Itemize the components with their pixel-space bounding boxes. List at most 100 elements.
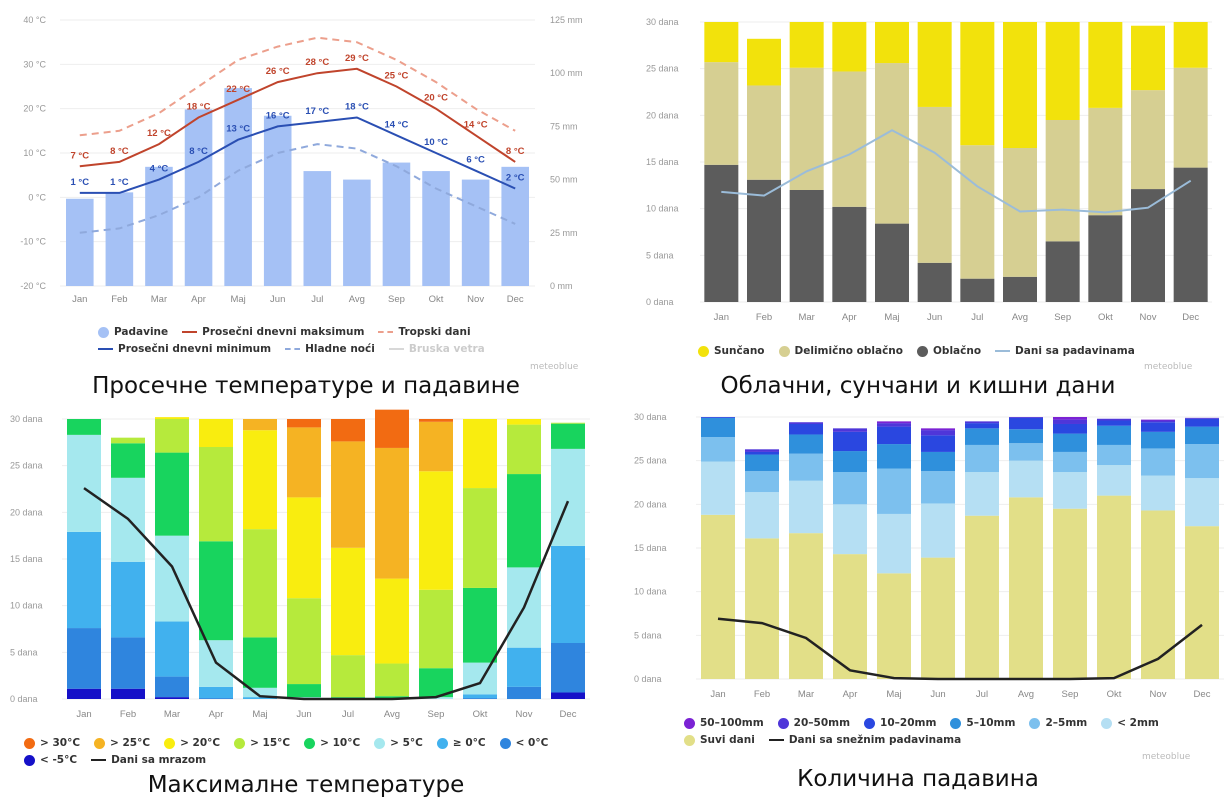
legend-item-0-c[interactable]: ≥ 0°C (436, 735, 486, 752)
min-temp-label: 1 °C (70, 177, 89, 188)
legend-label: Oblačno (933, 345, 982, 357)
legend-swatch (164, 737, 176, 749)
legend-item-2mm[interactable]: < 2mm (1101, 715, 1159, 732)
temp-xtick-label: Apr (191, 294, 206, 305)
legend-label: > 15°C (250, 737, 291, 749)
max-temp-label: 7 °C (70, 150, 89, 161)
temp-xtick-label: Sep (388, 294, 405, 305)
maxtemp-bar-5-c (155, 535, 189, 622)
legend-item-20-c[interactable]: > 20°C (164, 735, 220, 752)
precip-bar-20-50mm (965, 421, 999, 424)
legend-item-30-c[interactable]: > 30°C (24, 735, 80, 752)
legend-label: Hladne noći (305, 343, 375, 355)
legend-item-obla-no[interactable]: Oblačno (917, 343, 981, 360)
legend-item-5-c[interactable]: > 5°C (374, 735, 423, 752)
maxtemp-bar-15-c (155, 419, 189, 453)
cloud-bar-obla-no (1088, 215, 1123, 302)
precip-bar-2mm (1097, 465, 1131, 496)
precip-amount-caption: Количина падавина (797, 766, 1039, 792)
precip-bar-5-10mm (965, 428, 999, 445)
precip-xtick-label: Jan (710, 689, 725, 700)
maxtemp-bar-20-c (243, 430, 277, 530)
maxtemp-bar-15-c (551, 422, 585, 424)
precip-xtick-label: Dec (1194, 689, 1211, 700)
legend-item-dani-sa-padavinama[interactable]: Dani sa padavinama (995, 343, 1135, 360)
legend-item-10-20mm[interactable]: 10–20mm (864, 715, 936, 732)
precip-bar (263, 115, 292, 286)
legend-item-delimi-no-obla-no[interactable]: Delimično oblačno (778, 343, 903, 360)
maxtemp-bar-0-c (155, 621, 189, 677)
precip-ytick-label: 5 dana (634, 630, 662, 640)
legend-label: Padavine (114, 326, 169, 338)
max-temp-label: 14 °C (464, 119, 488, 130)
legend-label: Delimično oblačno (794, 345, 903, 357)
max-temp-label: 8 °C (110, 146, 129, 157)
max-temp-label: 18 °C (187, 102, 211, 113)
precip-amount-legend: 50–100mm 20–50mm 10–20mm 5–10mm 2–5mm < 2mm Su… (684, 715, 1224, 749)
legend-swatch (917, 345, 928, 357)
maxtemp-bar-0-c (67, 531, 101, 629)
legend-item-hladne-no-i[interactable]: Hladne noći (285, 341, 375, 358)
min-temp-label: 8 °C (189, 146, 208, 157)
precip-bar-20-50mm (921, 430, 955, 436)
maxtemp-bar-15-c (199, 447, 233, 542)
cloud-bar-delimi-no-obla-no (875, 63, 909, 224)
tropical-days-line (79, 36, 516, 137)
legend-item-10-c[interactable]: > 10°C (304, 735, 360, 752)
legend-item-bruska-vetra[interactable]: Bruska vetra (388, 341, 485, 358)
precip-bar-2-5mm (1141, 448, 1175, 476)
legend-label: Dani sa mrazom (111, 754, 207, 766)
cloud-bar-sun-ano (789, 22, 824, 68)
maxtemp-xtick-label: Jun (296, 709, 311, 720)
precip-bar-5-10mm (1185, 426, 1219, 445)
legend-swatch (1029, 717, 1041, 729)
legend-item-20-50mm[interactable]: 20–50mm (777, 715, 850, 732)
maxtemp-xtick-label: Mar (164, 709, 180, 720)
legend-item-15-c[interactable]: > 15°C (234, 735, 290, 752)
legend-swatch (234, 737, 246, 749)
precip-bar-20-50mm (1097, 418, 1131, 421)
legend-item-padavine[interactable]: Padavine (98, 324, 168, 341)
precip-bar-suvi-dani (789, 533, 823, 679)
cloud-xtick-label: Mar (798, 312, 814, 323)
precip-bar (382, 162, 411, 286)
precip-bar-2-5mm (877, 468, 911, 514)
legend-item-prose-ni-dnevni-maksimum[interactable]: Prosečni dnevni maksimum (182, 324, 364, 341)
precip-bar-20-50mm (1185, 417, 1219, 419)
maxtemp-bar-5-c (463, 662, 497, 695)
legend-item-sun-ano[interactable]: Sunčano (698, 343, 765, 360)
meteoblue-credit: meteoblue (530, 362, 579, 372)
legend-item-25-c[interactable]: > 25°C (94, 735, 150, 752)
legend-item-dani-sa-mrazom[interactable]: Dani sa mrazom (91, 752, 206, 769)
maxtemp-xtick-label: Avg (384, 709, 400, 720)
legend-label: 5–10mm (966, 717, 1016, 729)
precip-bar-5-10mm (1009, 429, 1043, 444)
precip-bar-10-20mm (833, 431, 867, 452)
legend-item-2-5mm[interactable]: 2–5mm (1029, 715, 1087, 732)
temp-xtick-label: Dec (507, 294, 524, 305)
maxtemp-bar-15-c (419, 589, 453, 669)
precip-amount-chart: 30 dana 25 dana 20 dana 15 dana 10 dana 5 dan… (612, 405, 1224, 802)
maxtemp-bar-10-c (243, 637, 277, 688)
legend-item-0-c[interactable]: < 0°C (499, 735, 548, 752)
maxtemp-ytick-label: 30 dana (10, 414, 43, 424)
precip-bar-5-10mm (877, 444, 911, 469)
legend-item-5-10mm[interactable]: 5–10mm (950, 715, 1015, 732)
min-temp-label: 17 °C (305, 106, 329, 117)
legend-item-50-100mm[interactable]: 50–100mm (684, 715, 764, 732)
maxtemp-bar-0-c (243, 697, 277, 699)
legend-item-suvi-dani[interactable]: Suvi dani (684, 732, 755, 749)
legend-swatch (182, 331, 198, 333)
precip-amount-plot: 30 dana 25 dana 20 dana 15 dana 10 dana 5 dan… (634, 412, 1224, 700)
maxtemp-bar-0-c (507, 686, 541, 699)
temp-xtick-label: Jan (72, 294, 87, 305)
precip-bar-suvi-dani (1185, 526, 1219, 679)
legend-item-dani-sa-sne-nim-padavinama[interactable]: Dani sa snežnim padavinama (768, 732, 961, 749)
legend-item-tropski-dani[interactable]: Tropski dani (378, 324, 471, 341)
precip-bar-20-50mm (1009, 417, 1043, 418)
max-temp-label: 26 °C (266, 66, 290, 77)
maxtemp-bar-0-c (507, 647, 541, 687)
legend-swatch (374, 737, 386, 749)
legend-item-5-c[interactable]: < -5°C (24, 752, 77, 769)
legend-item-prose-ni-dnevni-minimum[interactable]: Prosečni dnevni minimum (98, 341, 271, 358)
